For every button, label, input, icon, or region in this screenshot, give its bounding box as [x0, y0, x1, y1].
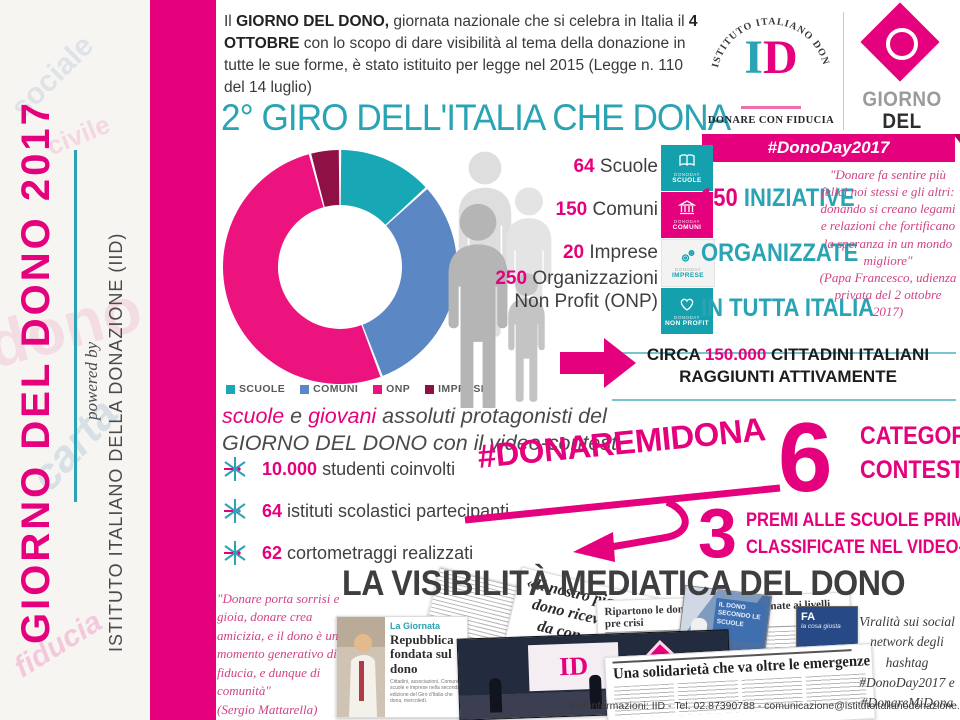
logo-divider: [843, 12, 844, 130]
donoday-badges: DONODAY SCUOLE DONODAY COMUNI DONODAY IMPRE…: [661, 145, 715, 335]
heart-icon: [680, 298, 694, 311]
contest-number-6: 6: [778, 402, 833, 512]
clipping-headline: Repubblica fondata sul dono: [390, 632, 454, 676]
legend-item-comuni: COMUNI: [300, 383, 358, 395]
footer-contact-info: Per informazioni: IID - Tel. 02.87390788…: [570, 700, 960, 712]
iid-tagline: DONARE CON FIDUCIA: [707, 115, 835, 126]
badge-scuole: DONODAY SCUOLE: [661, 145, 713, 191]
legend-item-onp: ONP: [373, 383, 410, 395]
donut-slice-onp: [223, 154, 381, 384]
iid-underline: [741, 106, 801, 109]
hashtag-underline-arrow: [464, 484, 781, 562]
organization-vertical: ISTITUTO ITALIANO DELLA DONAZIONE (IID): [106, 232, 126, 652]
initiatives-line2: ORGANIZZATE: [701, 239, 859, 267]
donut-slice-imprese: [311, 150, 340, 207]
section-heading-giro: 2° GIRO DELL'ITALIA CHE DONA: [221, 97, 731, 138]
badge-non-profit: DONODAY NON PROFIT: [661, 288, 713, 334]
mattarella-quote: "Donare porta sorrisi e gioia, donare cr…: [217, 591, 340, 717]
social-virality-note: Viralità sui social network degli hashta…: [859, 614, 955, 710]
bank-icon: [678, 200, 696, 215]
big-arrow-icon: [560, 338, 636, 388]
legend-swatch: [226, 384, 235, 394]
prizes-line2: CLASSIFICATE NEL VIDEO-CONTEST: [746, 537, 960, 558]
diamond-ring-icon: [886, 28, 918, 60]
contest-categorie-label: CATEGORIE: [860, 422, 960, 450]
intro-bold-date: 4 OTTOBRE: [224, 13, 698, 52]
initiatives-line3: IN TUTTA ITALIA: [701, 294, 875, 322]
stat-studenti: 10.000 studenti coinvolti: [222, 456, 455, 482]
asterisk-icon: [224, 499, 246, 523]
contest-number-3: 3: [698, 494, 737, 572]
tv-fa-title: FA: [801, 611, 816, 623]
chart-legend: SCUOLE COMUNI ONP IMPRESE: [226, 383, 488, 395]
stat-onp: 250 Organizzazioni Non Profit (ONP): [495, 268, 658, 312]
protagonists-text: scuole e giovani assoluti protagonisti d…: [222, 404, 618, 455]
divider-teal-2: [612, 399, 956, 401]
reach-statement: CIRCA 150.000 CITTADINI ITALIANI RAGGIUN…: [646, 345, 930, 387]
donut-slice-scuole: [340, 150, 426, 225]
powered-by-label: powered by: [82, 341, 101, 421]
asterisk-icon: [224, 457, 246, 481]
stat-imprese: 20 Imprese: [562, 242, 658, 263]
badge-imprese: DONODAY IMPRESE: [661, 239, 715, 287]
tv-fa-subtitle: la cosa giusta: [801, 623, 841, 630]
legend-swatch: [373, 384, 383, 394]
studio-person: [489, 678, 503, 713]
magenta-accent-bar: [150, 0, 216, 720]
initiatives-line1: 150 INIZIATIVE: [701, 184, 855, 212]
donoday-ribbon: #DonoDay2017: [702, 134, 955, 162]
legend-swatch: [300, 384, 310, 394]
stat-cortometraggi: 62 cortometraggi realizzati: [222, 540, 473, 566]
sidebar-divider-line: [74, 150, 77, 502]
iid-monogram: ID: [744, 31, 798, 84]
book-icon: [679, 154, 695, 167]
la-giornata-clipping: La Giornata Repubblica fondata sul dono …: [336, 616, 468, 718]
prizes-line1: PREMI ALLE SCUOLE PRIME: [746, 510, 960, 531]
intro-bold-giorno: GIORNO DEL DONO,: [236, 13, 390, 30]
gears-icon: [681, 250, 695, 262]
legend-item-scuole: SCUOLE: [226, 383, 285, 395]
stat-istituti: 64 istituti scolastici partecipanti: [222, 498, 509, 524]
pope-photo: [337, 617, 385, 717]
stat-scuole: 64 Scuole: [573, 156, 658, 177]
intro-paragraph: Il GIORNO DEL DONO, giornata nazionale c…: [224, 13, 698, 96]
badge-comuni: DONODAY COMUNI: [661, 192, 713, 238]
clipping-body: Cittadini, associazioni, Comuni, scuole …: [390, 678, 461, 705]
contest-contest-label: CONTEST: [860, 456, 960, 484]
iid-logo: ISTITUTO ITALIANO DONAZIONE ID DONARE CO…: [702, 4, 840, 134]
mattarella-attribution: (Sergio Mattarella): [217, 701, 318, 717]
divider-teal-1: [612, 352, 956, 354]
legend-swatch: [425, 384, 435, 394]
pope-quote: "Donare fa sentire più felici noi stessi…: [819, 167, 957, 320]
clipping-kicker: La Giornata: [390, 621, 441, 631]
pope-quote-attribution: (Papa Francesco, udienza privata del 2 o…: [819, 269, 957, 320]
stat-comuni: 150 Comuni: [555, 199, 658, 220]
asterisk-icon: [224, 541, 246, 565]
iid-arc-text: ISTITUTO ITALIANO DONAZIONE: [702, 6, 830, 69]
event-title-vertical: GIORNO DEL DONO 2017: [14, 100, 58, 644]
donut-chart: [223, 150, 458, 384]
logo-text-giorno: GIORNO: [862, 88, 942, 111]
sidebar: dono carta sociale civile fiducia GIORNO…: [0, 0, 152, 720]
donut-slice-comuni: [362, 189, 458, 376]
media-section-title: LA VISIBILITÀ MEDIATICA DEL DONO: [342, 564, 906, 603]
